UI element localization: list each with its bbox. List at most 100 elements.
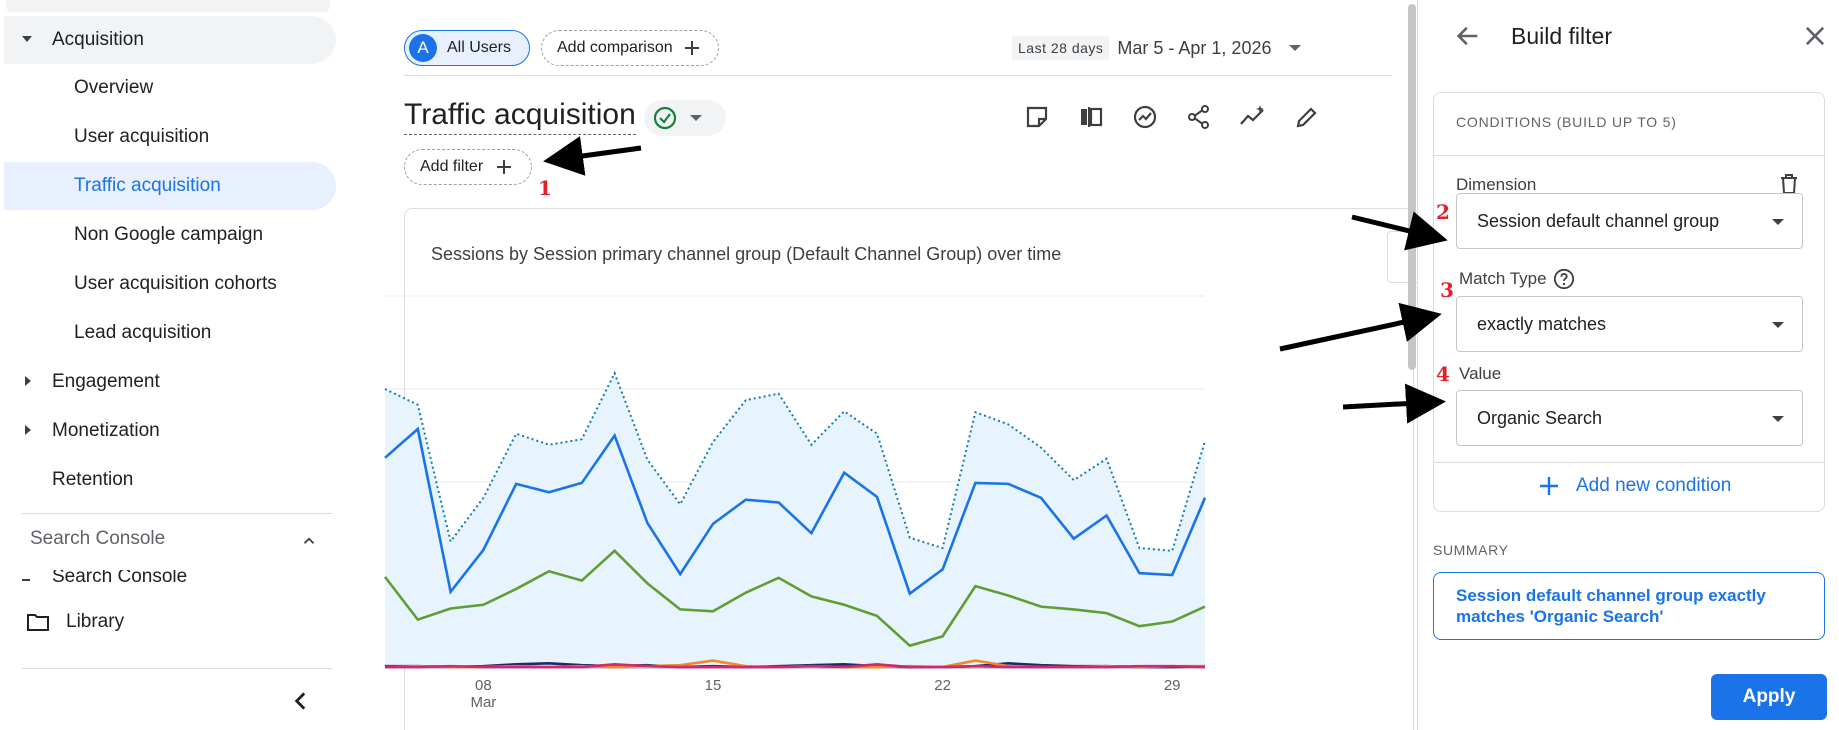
date-range-label: Last 28 days bbox=[1012, 36, 1110, 60]
sidebar-item-user-acquisition[interactable]: User acquisition bbox=[4, 113, 336, 161]
sidebar-divider bbox=[22, 668, 332, 669]
conditions-divider bbox=[1434, 155, 1824, 156]
sidebar-item-overview[interactable]: Overview bbox=[4, 64, 336, 112]
chart-x-month-label: Mar bbox=[470, 694, 496, 711]
dimension-label: Dimension bbox=[1456, 175, 1537, 194]
annotation-number-2: 2 bbox=[1436, 200, 1450, 224]
add-filter-label: Add filter bbox=[420, 158, 484, 175]
caret-right-icon bbox=[25, 376, 31, 386]
sidebar-item-retention[interactable]: Retention bbox=[4, 456, 336, 504]
sidebar-item-traffic-acquisition[interactable]: Traffic acquisition bbox=[4, 162, 336, 210]
caret-right-icon bbox=[25, 425, 31, 435]
date-range-picker[interactable]: Last 28 days Mar 5 - Apr 1, 2026 bbox=[1012, 35, 1302, 61]
value-select-value: Organic Search bbox=[1477, 407, 1603, 428]
sidebar-item-label: Non Google campaign bbox=[74, 224, 264, 245]
sidebar-item-lead-acquisition[interactable]: Lead acquisition bbox=[4, 309, 336, 357]
insights-chart-icon[interactable] bbox=[1128, 100, 1162, 134]
summary-label: SUMMARY bbox=[1433, 542, 1509, 558]
chevron-up-icon[interactable] bbox=[300, 532, 318, 550]
main-content: A All Users Add comparison Last 28 days … bbox=[345, 0, 1417, 730]
sidebar-item-label: Library bbox=[66, 611, 125, 632]
note-icon[interactable] bbox=[1020, 100, 1054, 134]
match-type-select[interactable]: exactly matches bbox=[1456, 296, 1803, 352]
help-icon[interactable] bbox=[1553, 268, 1575, 290]
sidebar-item-engagement[interactable]: Engagement bbox=[4, 358, 336, 406]
sidebar-item-label: Overview bbox=[74, 77, 154, 98]
report-status-dropdown[interactable] bbox=[644, 100, 726, 136]
caret-down-icon bbox=[1289, 45, 1302, 51]
chart-x-tick-label: 08 bbox=[475, 677, 492, 694]
build-filter-panel: Build filter CONDITIONS (BUILD UP TO 5) … bbox=[1417, 0, 1839, 730]
chart-x-tick-label: 15 bbox=[705, 677, 722, 694]
sidebar-top-edge bbox=[6, 0, 330, 12]
chart-series-line-2 bbox=[383, 549, 1206, 648]
chevron-left-icon[interactable] bbox=[288, 688, 314, 714]
plus-icon bbox=[497, 160, 512, 174]
summary-box: Session default channel group exactly ma… bbox=[1433, 572, 1825, 640]
arrow-back-icon[interactable] bbox=[1454, 22, 1482, 50]
add-new-condition-button[interactable]: Add new condition bbox=[1538, 475, 1731, 497]
share-icon[interactable] bbox=[1182, 100, 1216, 134]
avatar: A bbox=[409, 34, 437, 62]
add-condition-divider bbox=[1434, 462, 1824, 463]
chart-series-line-0 bbox=[384, 370, 1206, 552]
value-select[interactable]: Organic Search bbox=[1456, 390, 1803, 446]
caret-down-icon bbox=[1772, 322, 1784, 328]
compare-columns-icon[interactable] bbox=[1074, 100, 1108, 134]
conditions-title: CONDITIONS (BUILD UP TO 5) bbox=[1456, 114, 1677, 130]
sidebar-item-non-google-campaign[interactable]: Non Google campaign bbox=[4, 211, 336, 259]
caret-down-icon bbox=[1772, 219, 1784, 225]
main-scrollbar[interactable] bbox=[1408, 4, 1416, 370]
apply-button[interactable]: Apply bbox=[1711, 674, 1827, 720]
conditions-card bbox=[1433, 92, 1825, 512]
folder-icon bbox=[27, 614, 49, 631]
caret-down-icon bbox=[690, 115, 702, 121]
chart-x-tick-label: 22 bbox=[934, 677, 951, 694]
match-type-label: Match Type bbox=[1459, 269, 1547, 288]
match-type-select-value: exactly matches bbox=[1477, 313, 1607, 334]
sidebar-item-label: Acquisition bbox=[52, 29, 144, 50]
date-range-value: Mar 5 - Apr 1, 2026 bbox=[1117, 37, 1272, 58]
sidebar-item-search-console[interactable]: Search Console bbox=[22, 570, 332, 584]
add-filter-button[interactable]: Add filter bbox=[404, 149, 532, 185]
caret-down-icon bbox=[1772, 416, 1784, 422]
annotation-number-3: 3 bbox=[1440, 278, 1454, 302]
check-circle-icon bbox=[653, 106, 677, 130]
search-console-section-header[interactable]: Search Console bbox=[30, 528, 166, 549]
chart-title: Sessions by Session primary channel grou… bbox=[431, 244, 1062, 264]
sidebar-item-library[interactable]: Library bbox=[26, 604, 124, 640]
report-toolbar bbox=[1020, 100, 1344, 134]
sparkle-trend-icon[interactable] bbox=[1236, 100, 1270, 134]
sidebar-item-label: Retention bbox=[52, 469, 134, 490]
all-users-chip[interactable]: A All Users bbox=[404, 30, 530, 66]
sidebar-item-user-acquisition-cohorts[interactable]: User acquisition cohorts bbox=[4, 260, 336, 308]
sidebar-item-label: User acquisition bbox=[74, 126, 210, 147]
panel-title: Build filter bbox=[1511, 23, 1612, 49]
page-title: Traffic acquisition bbox=[404, 98, 636, 135]
edit-pencil-icon[interactable] bbox=[1290, 100, 1324, 134]
chart-total-area bbox=[385, 373, 1205, 668]
dimension-select-value: Session default channel group bbox=[1477, 210, 1720, 231]
chart-series-line-1 bbox=[384, 426, 1207, 596]
add-new-condition-label: Add new condition bbox=[1576, 475, 1732, 496]
add-comparison-button[interactable]: Add comparison bbox=[541, 30, 719, 66]
chart-series-line-5 bbox=[385, 662, 1206, 669]
close-icon[interactable] bbox=[1801, 22, 1829, 50]
plus-icon bbox=[684, 41, 699, 55]
sidebar-item-monetization[interactable]: Monetization bbox=[4, 407, 336, 455]
sidebar-item-acquisition[interactable]: Acquisition bbox=[4, 16, 336, 64]
add-comparison-label: Add comparison bbox=[557, 39, 673, 56]
caret-down-icon bbox=[22, 579, 30, 581]
annotation-number-4: 4 bbox=[1436, 362, 1450, 386]
sidebar-item-label: Lead acquisition bbox=[74, 322, 212, 343]
caret-down-icon bbox=[22, 36, 32, 42]
chart-x-tick-label: 29 bbox=[1164, 677, 1181, 694]
left-navigation: Acquisition Overview User acquisition Tr… bbox=[0, 0, 345, 730]
sidebar-item-label: Monetization bbox=[52, 420, 160, 441]
annotation-number-1: 1 bbox=[538, 176, 552, 200]
value-label: Value bbox=[1459, 364, 1502, 383]
dimension-select[interactable]: Session default channel group bbox=[1456, 193, 1803, 249]
plus-icon bbox=[1540, 477, 1558, 495]
all-users-label: All Users bbox=[447, 39, 512, 56]
